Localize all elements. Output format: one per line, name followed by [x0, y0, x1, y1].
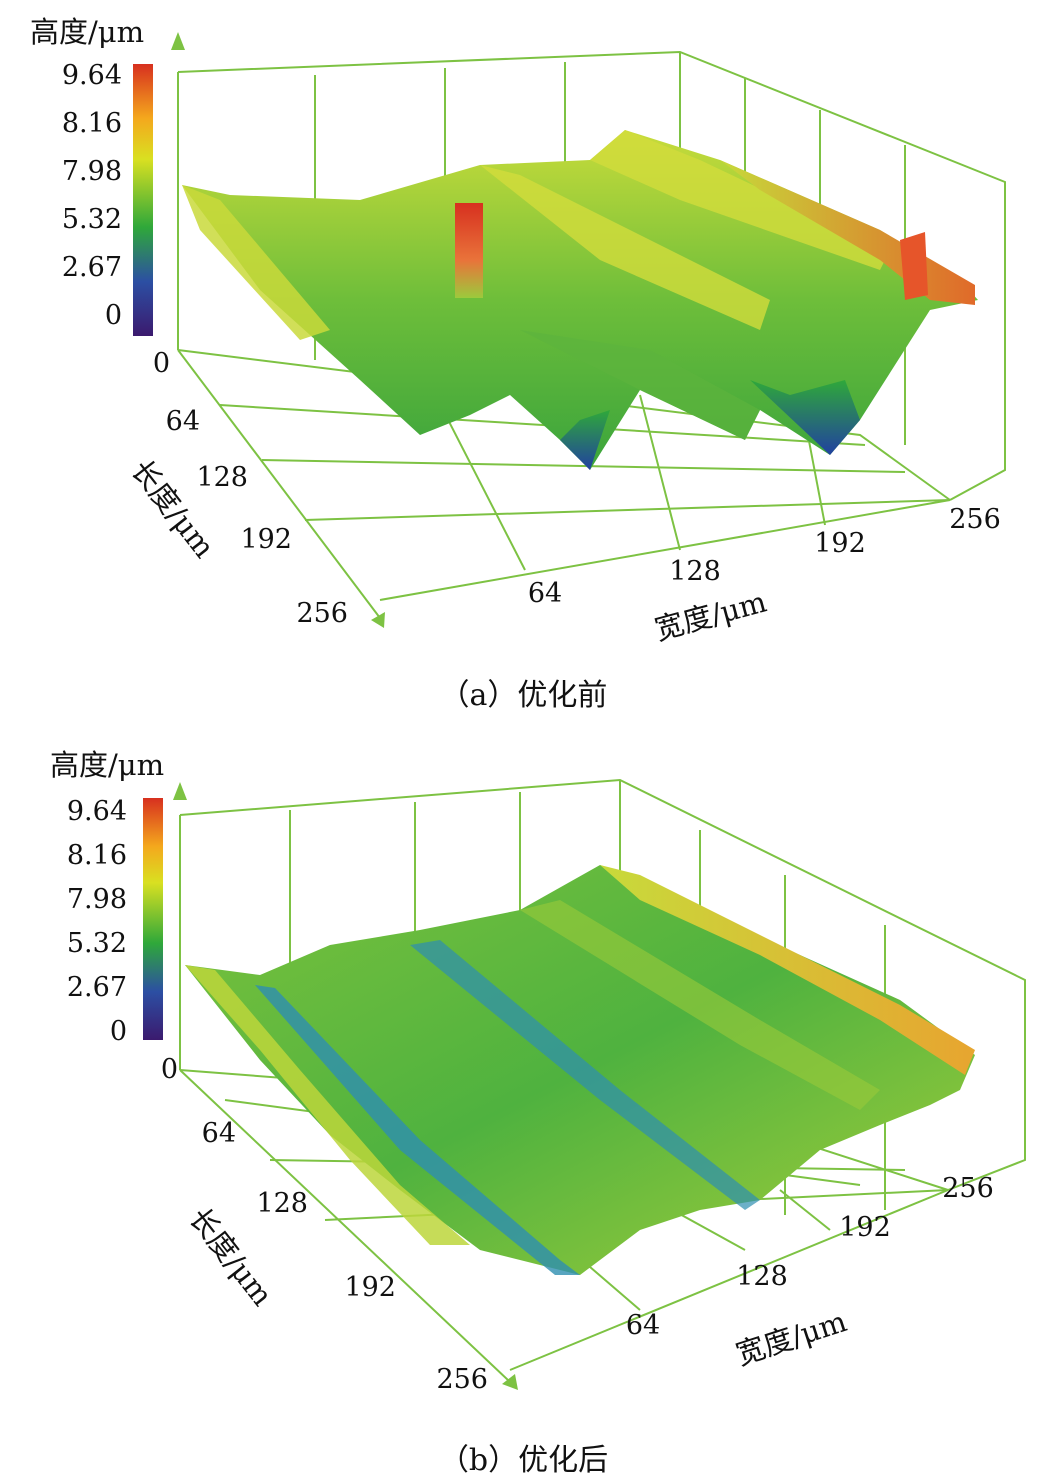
- x-axis-label-b: 宽度/μm: [732, 1304, 851, 1372]
- z-axis-label-a: 高度/μm: [30, 15, 144, 49]
- y-ticks-a: 0 64 128 192 256: [153, 348, 348, 629]
- colorbar-b: [143, 798, 163, 1040]
- colorbar_ticks-tick-label: 7.98: [62, 156, 122, 187]
- colorbar_ticks-tick-label: 8.16: [62, 108, 122, 139]
- surface-a: [182, 130, 978, 470]
- colorbar-a: [133, 64, 153, 336]
- colorbar_ticks-tick-label: 9.64: [62, 60, 122, 91]
- colorbar_ticks-tick-label: 8.16: [67, 840, 127, 871]
- x-ticks-a: 64 128 192 256: [528, 504, 1001, 609]
- chart-b-svg: 9.64 8.16 7.98 5.32 2.67 0 0 64 128 192 256 64 128…: [50, 748, 1026, 1395]
- y_ticks-tick-label: 0: [161, 1054, 178, 1085]
- x_ticks-tick-label: 64: [626, 1310, 660, 1341]
- y_ticks-tick-label: 192: [344, 1272, 396, 1303]
- colorbar_ticks-tick-label: 5.32: [67, 928, 127, 959]
- colorbar_ticks-tick-label: 0: [110, 1016, 127, 1047]
- surface-b: [185, 865, 975, 1275]
- x_ticks-tick-label: 256: [942, 1173, 994, 1204]
- chart-panel-a: 9.64 8.16 7.98 5.32 2.67 0 0 64 128 192 256 64 128…: [0, 0, 1047, 730]
- y_ticks-tick-label: 128: [196, 462, 248, 493]
- x-ticks-b: 64 128 192 256: [626, 1173, 994, 1341]
- x_ticks-tick-label: 64: [528, 578, 562, 609]
- height-spike: [455, 203, 483, 298]
- y_ticks-tick-label: 0: [153, 348, 170, 379]
- axis-arrows-b: [173, 782, 518, 1390]
- colorbar_ticks-tick-label: 5.32: [62, 204, 122, 235]
- caption-a: （a）优化前: [439, 678, 608, 713]
- colorbar_ticks-tick-label: 7.98: [67, 884, 127, 915]
- colorbar_ticks-tick-label: 2.67: [62, 252, 122, 283]
- x_ticks-tick-label: 192: [839, 1212, 891, 1243]
- colorbar-ticks-a: 9.64 8.16 7.98 5.32 2.67 0: [62, 60, 122, 331]
- x_ticks-tick-label: 128: [736, 1261, 788, 1292]
- x_ticks-tick-label: 256: [949, 504, 1001, 535]
- chart-panel-b: 9.64 8.16 7.98 5.32 2.67 0 0 64 128 192 256 64 128…: [0, 730, 1047, 1482]
- y_ticks-tick-label: 64: [202, 1118, 236, 1149]
- y_ticks-tick-label: 128: [256, 1188, 308, 1219]
- y_ticks-tick-label: 256: [436, 1364, 488, 1395]
- colorbar-ticks-b: 9.64 8.16 7.98 5.32 2.67 0: [67, 796, 127, 1047]
- y_ticks-tick-label: 256: [296, 598, 348, 629]
- x_ticks-tick-label: 192: [814, 528, 866, 559]
- colorbar_ticks-tick-label: 0: [105, 300, 122, 331]
- y-ticks-b: 0 64 128 192 256: [161, 1054, 488, 1395]
- chart-a-svg: 9.64 8.16 7.98 5.32 2.67 0 0 64 128 192 256 64 128…: [30, 15, 1006, 647]
- axis-arrows-a: [171, 32, 385, 628]
- caption-b: （b）优化后: [438, 1443, 609, 1478]
- colorbar_ticks-tick-label: 2.67: [67, 972, 127, 1003]
- x-axis-label-a: 宽度/μm: [651, 584, 770, 646]
- x_ticks-tick-label: 128: [669, 556, 721, 587]
- colorbar_ticks-tick-label: 9.64: [67, 796, 127, 827]
- y_ticks-tick-label: 192: [240, 524, 292, 555]
- y_ticks-tick-label: 64: [166, 406, 200, 437]
- z-axis-label-b: 高度/μm: [50, 748, 164, 782]
